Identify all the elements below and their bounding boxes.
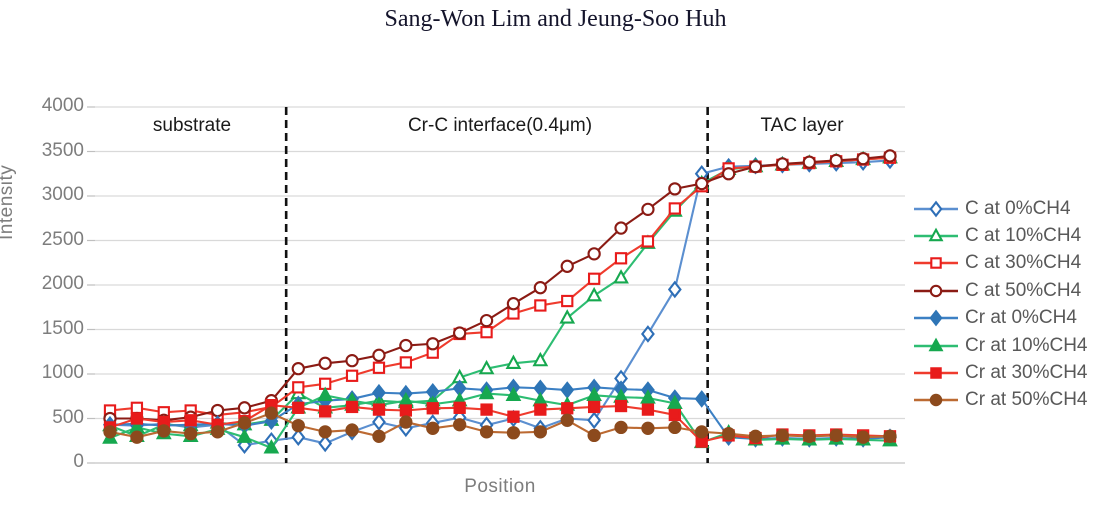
annotation-tac-layer: TAC layer: [760, 115, 844, 136]
legend-item: C at 50%CH4: [913, 277, 1088, 304]
diamond-marker-icon: [914, 309, 958, 327]
annotation-crc-interface: Cr-C interface(0.4μm): [407, 115, 593, 136]
x-axis-title: Position: [464, 476, 536, 497]
y-tick-label: 2000: [41, 273, 84, 294]
legend-item: C at 30%CH4: [913, 250, 1088, 277]
y-tick-label: 0: [73, 451, 84, 472]
legend-label: Cr at 0%CH4: [965, 307, 1077, 329]
legend-label: C at 0%CH4: [965, 197, 1071, 219]
diamond-marker-icon: [914, 200, 958, 218]
chart-legend: C at 0%CH4 C at 10%CH4 C at 30%CH4 C at 50%…: [913, 195, 1088, 414]
y-tick-label: 4000: [41, 95, 84, 116]
series-cr-at-30-ch4: [103, 398, 897, 448]
line-chart: [87, 106, 905, 464]
legend-label: C at 50%CH4: [965, 279, 1082, 301]
y-tick-label: 3500: [41, 139, 84, 161]
legend-label: Cr at 50%CH4: [965, 389, 1088, 411]
legend-item: Cr at 30%CH4: [913, 359, 1088, 386]
legend-item: Cr at 0%CH4: [913, 305, 1088, 332]
legend-item: Cr at 10%CH4: [913, 332, 1088, 359]
y-tick-label: 1500: [41, 317, 84, 339]
legend-label: C at 30%CH4: [965, 252, 1082, 274]
legend-item: C at 10%CH4: [913, 222, 1088, 249]
y-tick-label: 2500: [41, 228, 84, 250]
triangle-marker-icon: [914, 337, 958, 351]
plot-area: [87, 106, 905, 464]
legend-label: Cr at 30%CH4: [965, 362, 1088, 384]
circle-marker-icon: [914, 284, 958, 298]
y-tick-label: 3000: [41, 184, 84, 205]
series-cr-at-50-ch4: [103, 406, 897, 444]
legend-item: Cr at 50%CH4: [913, 387, 1088, 414]
square-marker-icon: [914, 367, 958, 379]
annotation-substrate: substrate: [152, 115, 232, 136]
legend-item: C at 0%CH4: [913, 195, 1088, 222]
paper-author-line: Sang-Won Lim and Jeung-Soo Huh: [384, 6, 727, 32]
y-axis-title: Intensity: [0, 164, 17, 240]
series-c-at-50-ch4: [103, 149, 897, 427]
series-c-at-10-ch4: [102, 148, 898, 442]
legend-label: C at 10%CH4: [965, 225, 1082, 247]
y-tick-label: 500: [52, 406, 84, 428]
legend-label: Cr at 10%CH4: [965, 334, 1088, 356]
circle-marker-icon: [914, 394, 958, 407]
triangle-marker-icon: [914, 227, 958, 242]
y-tick-label: 1000: [41, 362, 84, 383]
square-marker-icon: [914, 257, 958, 270]
series-c-at-30-ch4: [103, 151, 897, 422]
